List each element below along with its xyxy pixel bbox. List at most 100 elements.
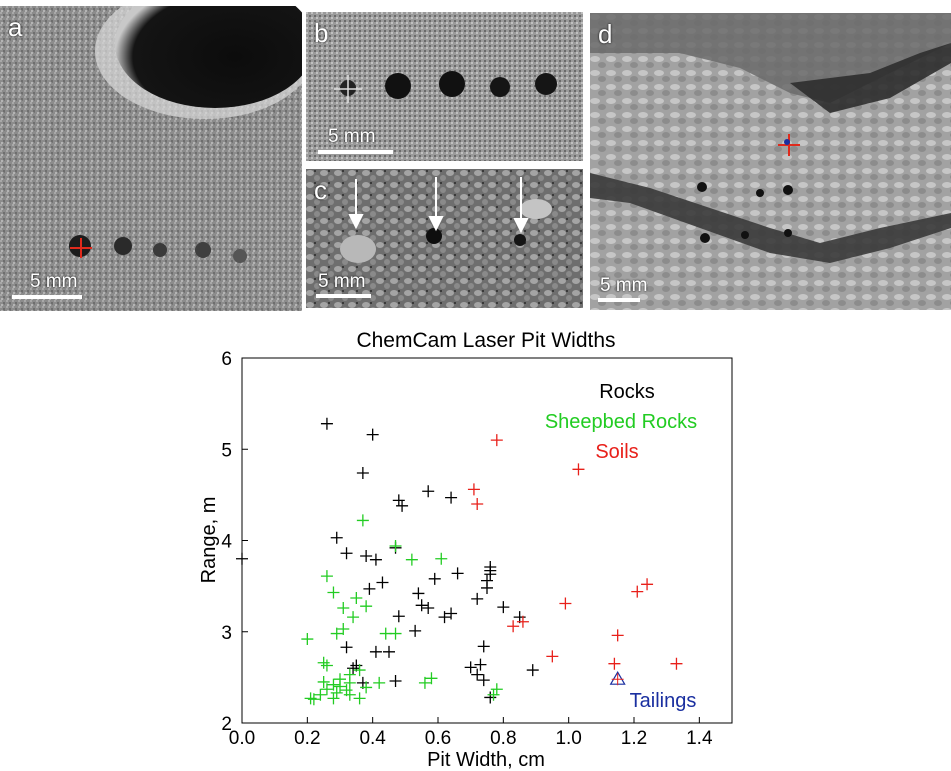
sheepbed-rocks-point — [337, 623, 350, 636]
legend-sheepbed-rocks: Sheepbed Rocks — [545, 411, 697, 433]
sheepbed-rocks-point — [330, 627, 343, 640]
rocks-point — [330, 531, 343, 544]
rocks-point — [484, 691, 497, 704]
sheepbed-rocks-point — [353, 664, 366, 677]
soils-point — [641, 578, 654, 591]
sheepbed-rocks-point — [304, 692, 317, 705]
y-tick-label: 5 — [221, 440, 232, 461]
sheepbed-rocks-point — [389, 627, 402, 640]
rocks-point — [340, 641, 353, 654]
sheepbed-rocks-point — [317, 675, 330, 688]
sheepbed-rocks-point — [343, 688, 356, 701]
scale-bar-b — [318, 150, 393, 154]
y-axis-label: Range, m — [198, 497, 220, 584]
rocks-point — [396, 499, 409, 512]
sheepbed-rocks-point — [487, 688, 500, 701]
soils-point — [507, 620, 520, 633]
sheepbed-rocks-point — [490, 683, 503, 696]
rocks-point — [526, 664, 539, 677]
sheepbed-rocks-point — [314, 688, 327, 701]
y-tick-label: 6 — [221, 349, 232, 370]
legend-soils: Soils — [595, 441, 638, 463]
soils-point — [471, 498, 484, 510]
photo-panel-c: c 5 mm — [306, 169, 583, 308]
soils-point — [559, 597, 572, 610]
panel-label-b: b — [314, 18, 329, 48]
rocks-point — [422, 602, 435, 615]
photo-c-image — [306, 169, 583, 308]
legend-rocks: Rocks — [599, 381, 655, 403]
rocks-point — [477, 640, 490, 653]
sheepbed-rocks-point — [320, 683, 333, 696]
scale-bar-c — [316, 294, 371, 298]
rocks-point — [481, 581, 493, 594]
sheepbed-rocks-point — [327, 586, 340, 599]
rocks-point — [497, 601, 510, 614]
sheepbed-rocks-point — [337, 602, 350, 615]
rocks-point — [471, 592, 484, 605]
photo-d-image — [590, 13, 951, 310]
rocks-point — [369, 645, 382, 658]
panel-label-d: d — [598, 19, 613, 49]
rocks-point — [363, 582, 376, 595]
rocks-point — [451, 567, 464, 580]
x-axis-label: Pit Width, cm — [427, 749, 545, 771]
tailings-point-cross — [611, 673, 624, 686]
x-tick-label: 0.0 — [229, 728, 255, 749]
photo-b-image — [306, 12, 583, 161]
sheepbed-rocks-point — [334, 680, 346, 693]
soils-point — [611, 629, 624, 642]
sheepbed-rocks-point — [360, 681, 373, 694]
photo-panel-a: a 5 mm — [0, 6, 302, 311]
scale-label-c: 5 mm — [318, 271, 366, 292]
photo-panel-d: d 5 mm — [590, 13, 951, 310]
rocks-point — [484, 568, 497, 581]
sheepbed-rocks-point — [347, 611, 360, 624]
rocks-point — [471, 668, 484, 681]
sheepbed-rocks-point — [307, 693, 320, 706]
rocks-point — [369, 553, 382, 566]
rocks-point — [340, 547, 353, 560]
scale-label-d: 5 mm — [600, 275, 648, 296]
panel-label-a: a — [8, 12, 23, 42]
rocks-point — [464, 661, 477, 674]
rocks-point — [320, 417, 333, 430]
legend-tailings: Tailings — [630, 690, 697, 712]
soils-point — [608, 657, 621, 670]
y-tick-label: 4 — [221, 532, 232, 553]
soils-point — [490, 434, 503, 447]
rocks-point — [366, 428, 379, 441]
rocks-point — [422, 485, 435, 498]
scale-label-b: 5 mm — [328, 126, 376, 147]
sheepbed-rocks-point — [330, 686, 343, 699]
sheepbed-rocks-point — [317, 656, 330, 669]
soils-point — [631, 585, 644, 598]
rocks-point — [392, 610, 405, 623]
rocks-point — [356, 466, 369, 479]
rocks-point — [376, 576, 389, 589]
rocks-point — [347, 662, 360, 675]
scale-label-a: 5 mm — [30, 271, 78, 292]
sheepbed-rocks-point — [327, 678, 340, 691]
sheepbed-rocks-point — [435, 552, 448, 565]
x-tick-label: 1.4 — [686, 728, 713, 749]
panel-label-c: c — [314, 175, 327, 205]
rocks-point — [415, 599, 428, 612]
x-tick-label: 0.8 — [490, 728, 516, 749]
rocks-point — [389, 675, 402, 688]
sheepbed-rocks-point — [327, 692, 340, 705]
x-tick-label: 0.6 — [425, 728, 451, 749]
soils-point — [670, 657, 683, 670]
sheepbed-rocks-point — [353, 692, 366, 705]
sheepbed-rocks-point — [389, 539, 402, 552]
x-tick-label: 0.4 — [359, 728, 386, 749]
rocks-point — [477, 674, 490, 687]
soils-point — [467, 483, 480, 496]
sheepbed-rocks-point — [343, 676, 356, 689]
x-tick-label: 1.2 — [621, 728, 647, 749]
soils-point — [516, 615, 529, 628]
photo-a-image — [0, 6, 302, 311]
rocks-point — [409, 624, 422, 637]
x-tick-label: 1.0 — [555, 728, 581, 749]
